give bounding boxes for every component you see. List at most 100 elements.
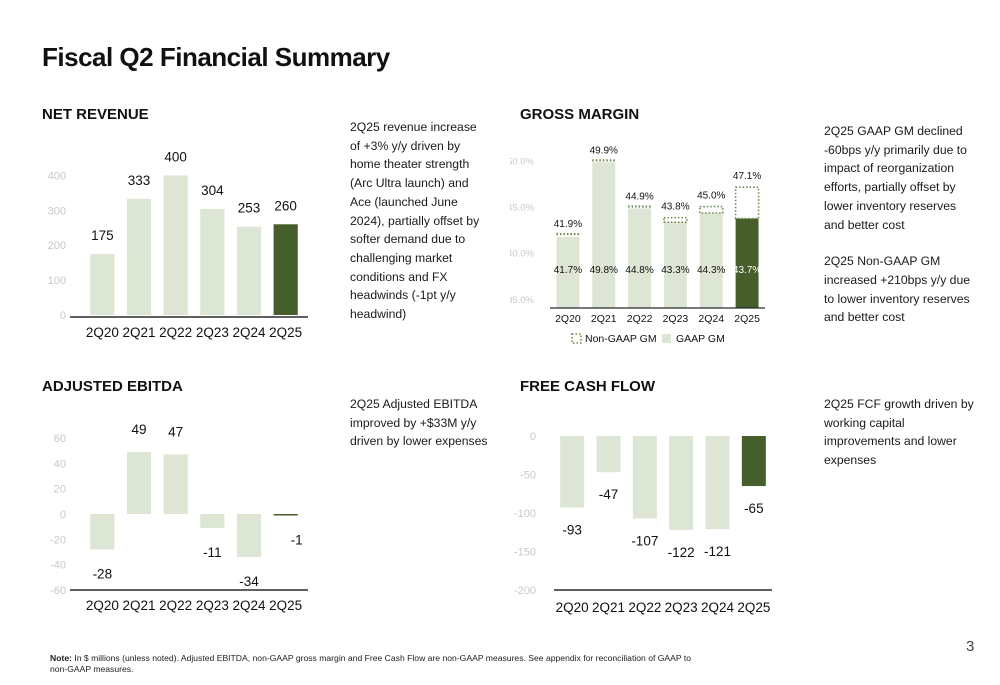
data-label-2Q20: -93 — [562, 523, 582, 538]
y-tick-label: -20 — [50, 534, 66, 546]
y-tick-label: 35.0% — [510, 295, 535, 306]
gaap-label-2Q25: 43.7% — [733, 265, 761, 276]
category-label-2Q20: 2Q20 — [86, 325, 119, 340]
non-gaap-outline-2Q24 — [698, 205, 724, 214]
bar-2Q20 — [90, 514, 115, 550]
footnote: Note: In $ millions (unless noted). Adju… — [50, 653, 710, 675]
legend-swatch-non-gaap — [571, 333, 582, 344]
category-label-2Q24: 2Q24 — [698, 313, 724, 325]
category-label-2Q24: 2Q24 — [701, 600, 735, 615]
non-gaap-outline-2Q25 — [734, 186, 760, 220]
data-label-2Q22: -107 — [631, 533, 658, 548]
gross-margin-commentary: 2Q25 GAAP GM declined -60bps y/y primari… — [824, 122, 974, 345]
category-label-2Q23: 2Q23 — [196, 325, 229, 340]
bar-2Q23 — [200, 514, 225, 528]
y-tick-label: 400 — [48, 170, 66, 182]
footnote-label: Note: — [50, 653, 72, 663]
adjusted-ebitda-heading: ADJUSTED EBITDA — [42, 378, 183, 395]
data-label-2Q25: -65 — [744, 501, 764, 516]
gross-margin-heading: GROSS MARGIN — [520, 106, 640, 123]
y-tick-label: 50.0% — [510, 156, 535, 167]
data-label-2Q25: -1 — [291, 533, 303, 548]
y-tick-label: 40.0% — [510, 249, 535, 260]
gaap-label-2Q20: 41.7% — [554, 265, 582, 276]
legend-swatch-gaap — [662, 334, 671, 343]
y-tick-label: 45.0% — [510, 203, 535, 214]
bar-2Q23 — [669, 436, 694, 530]
category-label-2Q25: 2Q25 — [269, 325, 302, 340]
gaap-bar-2Q20 — [556, 236, 580, 308]
category-label-2Q20: 2Q20 — [556, 600, 589, 615]
y-tick-label: 0 — [60, 310, 66, 322]
gross-margin-commentary-nongaap: 2Q25 Non-GAAP GM increased +210bps y/y d… — [824, 254, 971, 325]
bar-2Q25 — [741, 436, 766, 487]
non-gaap-label-2Q25: 47.1% — [733, 171, 761, 182]
y-tick-label: -40 — [50, 560, 66, 572]
free-cash-flow-chart: -200 -150 -100 -50 0 -93 2Q20 -47 2Q21 -107 2Q22 -1… — [514, 431, 772, 615]
non-gaap-label-2Q24: 45.0% — [697, 191, 725, 202]
category-label-2Q23: 2Q23 — [665, 600, 698, 615]
gaap-bar-2Q21 — [592, 162, 616, 308]
category-label-2Q25: 2Q25 — [737, 600, 770, 615]
footnote-text: In $ millions (unless noted). Adjusted E… — [50, 653, 692, 674]
bar-2Q24 — [236, 514, 262, 558]
data-label-2Q25: 260 — [274, 198, 297, 213]
data-label-2Q21: 49 — [131, 422, 146, 437]
data-label-2Q24: -121 — [704, 544, 731, 559]
gaap-label-2Q22: 44.8% — [625, 265, 653, 276]
y-tick-label: -100 — [514, 508, 536, 520]
y-tick-label: 100 — [48, 275, 66, 287]
net-revenue-chart: 0 100 200 300 400 175 2Q20 333 2Q21 400 2Q22 304 2Q2… — [48, 149, 308, 340]
free-cash-flow-heading: FREE CASH FLOW — [520, 378, 655, 395]
bar-2Q23 — [200, 208, 225, 315]
y-tick-label: 200 — [48, 240, 66, 252]
category-label-2Q24: 2Q24 — [232, 325, 266, 340]
gross-margin-chart: 35.0% 40.0% 45.0% 50.0% 41.9% 41.7% 2Q20 49.9% 4… — [510, 145, 765, 345]
bar-2Q22 — [632, 436, 657, 519]
bar-2Q24 — [236, 226, 262, 315]
non-gaap-label-2Q20: 41.9% — [554, 219, 582, 230]
y-tick-label: -50 — [520, 470, 536, 482]
bar-2Q25 — [273, 224, 298, 315]
data-label-2Q23: 304 — [201, 183, 224, 198]
data-label-2Q20: -28 — [93, 566, 113, 581]
category-label-2Q20: 2Q20 — [555, 313, 581, 325]
data-label-2Q23: -11 — [203, 545, 222, 560]
data-label-2Q22: 47 — [168, 424, 183, 439]
category-label-2Q22: 2Q22 — [628, 600, 661, 615]
gaap-bar-2Q23 — [663, 222, 687, 308]
bar-2Q21 — [596, 436, 621, 473]
data-label-2Q21: -47 — [599, 487, 619, 502]
bar-2Q25 — [273, 514, 298, 516]
non-gaap-label-2Q23: 43.8% — [661, 202, 689, 213]
gaap-label-2Q23: 43.3% — [661, 265, 689, 276]
y-tick-label: 0 — [60, 509, 66, 521]
adjusted-ebitda-commentary: 2Q25 Adjusted EBITDA improved by +$33M y… — [350, 395, 490, 469]
category-label-2Q24: 2Q24 — [232, 598, 266, 613]
non-gaap-outline-2Q23 — [663, 216, 688, 224]
category-label-2Q20: 2Q20 — [86, 598, 119, 613]
legend-label-non-gaap: Non-GAAP GM — [585, 333, 657, 345]
gaap-bar-2Q22 — [628, 208, 652, 308]
gaap-bar-2Q25 — [735, 218, 759, 308]
data-label-2Q24: 253 — [238, 201, 261, 216]
gaap-bar-2Q24 — [699, 213, 723, 308]
net-revenue-heading: NET REVENUE — [42, 106, 149, 123]
bar-2Q20 — [90, 253, 115, 315]
y-tick-label: -200 — [514, 585, 536, 597]
y-tick-label: -60 — [50, 585, 66, 597]
y-tick-label: 40 — [54, 458, 66, 470]
bar-2Q21 — [126, 451, 152, 514]
free-cash-flow-commentary-text: 2Q25 FCF growth driven by working capita… — [824, 397, 974, 468]
bar-2Q20 — [560, 436, 585, 508]
page-title: Fiscal Q2 Financial Summary — [42, 42, 390, 72]
category-label-2Q21: 2Q21 — [592, 600, 625, 615]
data-label-2Q20: 175 — [91, 228, 114, 243]
data-label-2Q22: 400 — [164, 149, 187, 164]
bar-2Q21 — [126, 198, 152, 315]
free-cash-flow-commentary: 2Q25 FCF growth driven by working capita… — [824, 395, 974, 488]
net-revenue-commentary-text: 2Q25 revenue increase of +3% y/y driven … — [350, 120, 480, 322]
category-label-2Q21: 2Q21 — [122, 598, 155, 613]
adjusted-ebitda-commentary-text: 2Q25 Adjusted EBITDA improved by +$33M y… — [350, 397, 488, 449]
y-tick-label: 60 — [54, 433, 66, 445]
